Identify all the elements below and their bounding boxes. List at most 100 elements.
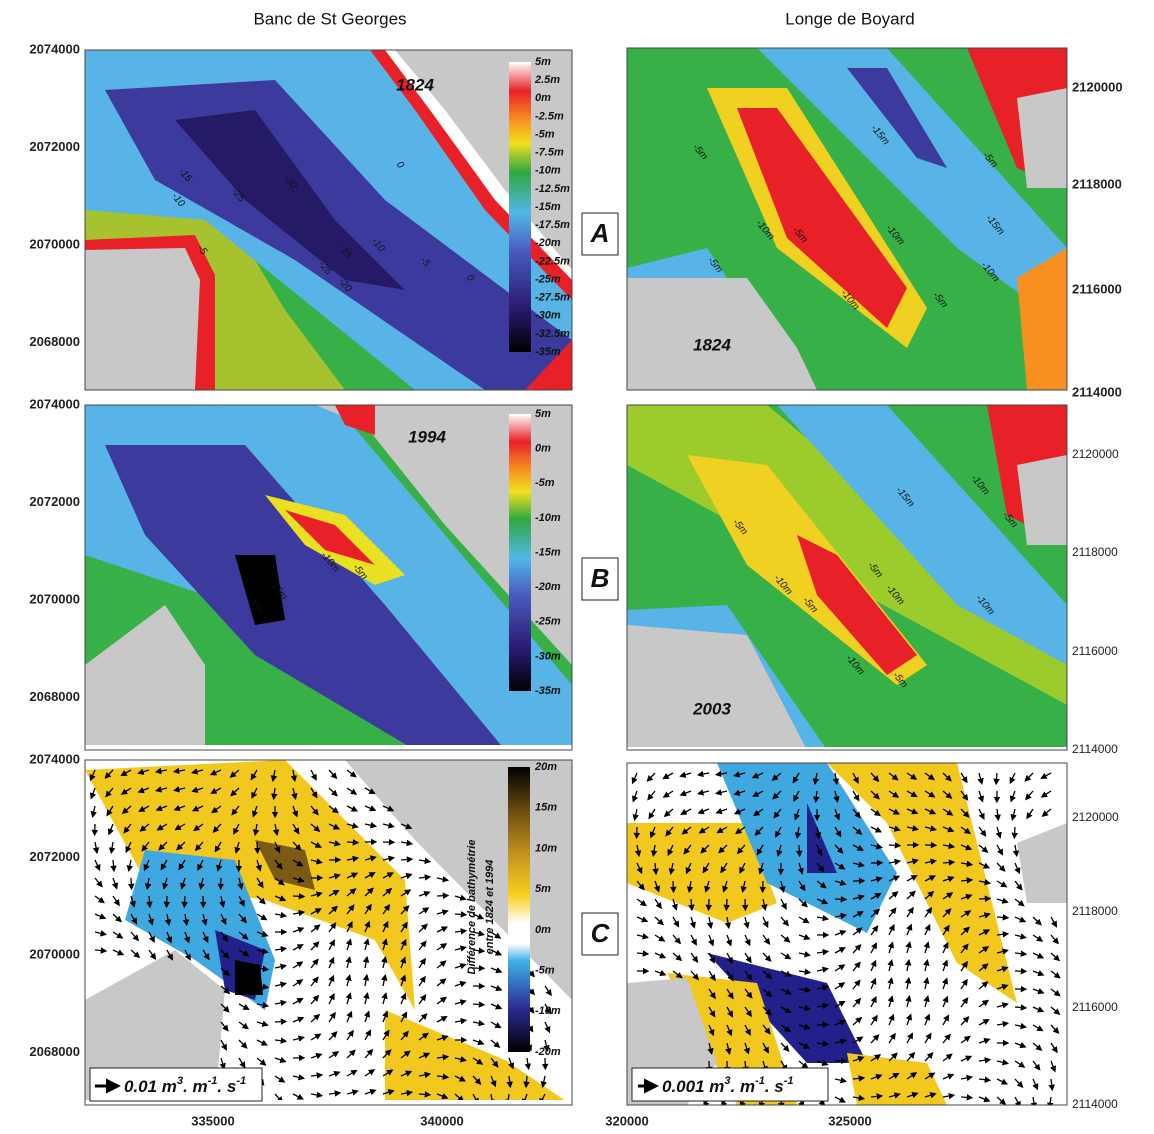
flow-arrow [473,1004,484,1005]
scale-label: 0.01 m3. m-1. s-1 [124,1075,246,1097]
x-tick-label: 325000 [828,1113,871,1128]
column-title: Longe de Boyard [785,9,915,28]
colorbar [509,414,531,691]
colorbar-label: -22.5m [535,255,570,267]
flow-arrow [799,845,800,856]
colorbar-label: -20m [535,1046,561,1058]
flow-arrow [1015,1007,1026,1008]
y-tick-label: 2114000 [1072,384,1122,399]
y-tick-label: 2068000 [29,689,80,704]
colorbar-label: -12.5m [535,183,570,195]
year-label: 1994 [408,427,446,446]
superscript: -1 [784,1075,794,1087]
colorbar-label: 5m [535,56,551,68]
flow-arrow [691,899,692,910]
x-tick-label: 320000 [605,1113,648,1128]
year-label: 2003 [692,699,731,718]
colorbar-label: -35m [535,685,561,697]
flow-arrow [943,862,954,863]
colorbar-label: -10m [535,165,561,177]
figure: Banc de St Georges Longe de Boyard Diffé… [0,0,1154,1134]
y-tick-label: 2116000 [1072,281,1122,296]
colorbar-label: 5m [535,408,551,420]
colorbar-label: 0m [535,443,551,455]
y-tick-label: 2074000 [29,41,80,56]
flow-arrow [835,899,846,900]
flow-arrow [996,773,997,784]
flow-arrow [997,917,1008,918]
page: {"columns":["Banc de St Georges","Longe … [0,0,1154,1134]
flow-arrow [401,859,412,860]
colorbar-label: -30m [535,650,561,662]
colorbar-label: -32.5m [535,328,570,340]
map-panel [85,405,572,750]
y-tick-label: 2116000 [1072,644,1118,658]
y-tick-label: 2116000 [1072,1000,1118,1014]
colorbar-title: Différence de bathymétrie [466,840,478,975]
y-tick-label: 2072000 [29,494,80,509]
colorbar-label: -5m [535,477,555,489]
flow-arrow [347,842,358,843]
y-tick-label: 2118000 [1072,176,1122,191]
flow-arrow [149,896,150,907]
colorbar-label: -20m [535,581,561,593]
year-label: 1824 [396,75,434,94]
map-panel [85,760,572,1105]
year-label: 1824 [693,335,731,354]
superscript: -1 [755,1075,765,1087]
flow-arrow [889,845,900,846]
flow-arrow [961,1097,972,1098]
colorbar-label: 5m [535,883,551,895]
colorbar-label: 20m [534,761,557,773]
flow-arrow [455,914,466,915]
flow-arrow [131,878,132,889]
superscript: -1 [208,1075,218,1087]
colorbar-label: 10m [535,842,557,854]
y-tick-label: 2068000 [29,334,80,349]
panel-label: A [590,218,610,248]
flow-arrow [979,898,990,899]
colorbar-label: 2.5m [534,74,560,86]
panel-label: B [591,563,610,593]
flow-arrow [293,896,304,897]
y-tick-label: 2114000 [1072,742,1118,756]
column-title: Banc de St Georges [253,9,406,28]
y-tick-label: 2074000 [29,751,80,766]
colorbar-title: entre 1824 et 1994 [484,860,496,955]
y-tick-label: 2068000 [29,1044,80,1059]
map-panel [627,763,1067,1108]
flow-arrow [184,896,185,907]
colorbar [508,767,530,1052]
scale-text: . s [217,1077,236,1096]
colorbar-label: -2.5m [535,110,564,122]
colorbar-label: -5m [535,128,555,140]
colorbar-label: -27.5m [535,292,570,304]
flow-arrow [419,1094,430,1095]
colorbar-label: 0m [535,924,551,936]
y-tick-label: 2120000 [1072,810,1119,824]
flow-arrow [1014,827,1015,838]
scale-text: 0.01 m [124,1077,177,1096]
x-tick-label: 340000 [420,1113,463,1128]
flow-arrow [673,881,674,892]
colorbar-label: -20m [535,237,561,249]
y-tick-label: 2120000 [1072,447,1119,461]
scale-text: 0.001 m [662,1077,724,1096]
y-tick-label: 2114000 [1072,1097,1118,1111]
colorbar-label: -17.5m [535,219,570,231]
superscript: -1 [236,1075,246,1087]
colorbar-label: 0m [535,92,551,104]
scale-text: . m [183,1077,208,1096]
colorbar-label: -5m [535,964,555,976]
y-tick-label: 2072000 [29,849,80,864]
x-tick-label: 335000 [191,1113,234,1128]
colorbar-label: -35m [535,346,561,358]
scale-text: . s [765,1077,784,1096]
colorbar-label: -30m [535,310,561,322]
map-panel [627,405,1067,750]
y-tick-label: 2070000 [29,591,80,606]
flow-arrow [275,1021,286,1022]
panel-label: C [591,918,611,948]
colorbar-label: -15m [535,201,561,213]
y-tick-label: 2070000 [29,946,80,961]
